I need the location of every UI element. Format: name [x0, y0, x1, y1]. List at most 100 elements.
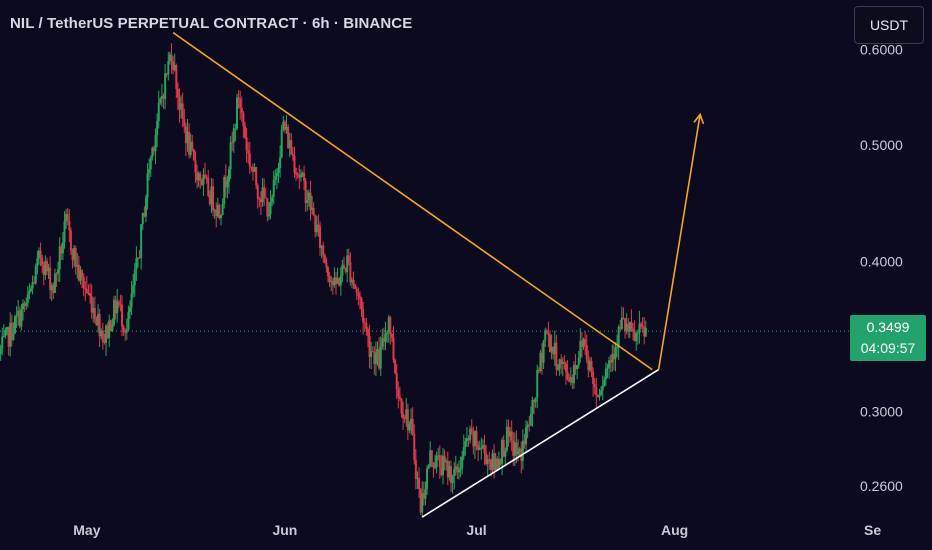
candle-body — [61, 242, 64, 254]
candle-body — [584, 339, 587, 345]
candle-body — [362, 309, 365, 323]
candle-body — [261, 187, 264, 203]
candle-body — [235, 97, 238, 129]
candle-body — [320, 245, 323, 249]
candle-body — [65, 213, 68, 222]
candle-body — [609, 360, 612, 363]
candle-body — [180, 103, 183, 110]
candle-body — [315, 224, 318, 233]
candle-body — [529, 413, 532, 426]
x-axis: May Jun Jul Aug Se — [73, 522, 881, 538]
candle-body — [178, 97, 181, 110]
candle-body — [82, 276, 85, 289]
candle-body — [572, 365, 575, 384]
candle-body — [76, 264, 79, 267]
candle-body — [4, 330, 7, 337]
candle-body — [101, 330, 104, 342]
candle-body — [25, 302, 28, 306]
candle-body — [352, 280, 355, 285]
candle-body — [85, 288, 88, 293]
candle-body — [275, 172, 278, 176]
candle-body — [31, 282, 34, 289]
candle-body — [349, 262, 352, 283]
candles-layer — [0, 43, 647, 518]
candle-body — [585, 344, 588, 360]
candle-body — [121, 304, 124, 327]
candle-body — [288, 140, 291, 149]
candle-body — [432, 462, 435, 468]
candle-body — [510, 431, 513, 441]
candle-body — [280, 129, 283, 158]
candle-body — [119, 304, 122, 306]
candle-body — [41, 257, 44, 266]
candle-body — [389, 317, 392, 334]
candle-body — [10, 322, 13, 340]
candle-body — [553, 342, 556, 355]
candle-body — [307, 192, 310, 201]
candle-body — [154, 135, 157, 152]
candle-body — [34, 266, 37, 284]
candle-body — [1, 336, 4, 349]
candle-body — [218, 204, 221, 219]
candle-body — [170, 54, 173, 62]
candle-body — [402, 413, 405, 419]
candle-body — [282, 121, 285, 130]
candle-body — [344, 268, 347, 272]
candle-body — [124, 331, 127, 333]
candle-body — [333, 277, 336, 286]
candle-body — [418, 478, 421, 489]
candle-body — [366, 328, 369, 337]
candle-body — [590, 361, 593, 372]
candle-body — [513, 442, 516, 456]
candle-body — [632, 328, 635, 331]
candle-body — [327, 267, 330, 277]
candle-body — [560, 359, 563, 364]
candle-body — [189, 141, 192, 156]
candle-body — [9, 322, 12, 347]
candle-body — [552, 346, 555, 355]
candle-body — [363, 322, 366, 324]
candle-body — [215, 210, 218, 217]
candle-body — [293, 156, 296, 173]
candle-body — [598, 395, 601, 397]
candle-body — [454, 466, 457, 470]
candle-body — [386, 332, 389, 335]
candle-body — [411, 418, 414, 434]
candle-body — [322, 245, 325, 256]
candle-body — [464, 440, 467, 448]
candle-body — [113, 299, 116, 325]
candle-body — [149, 156, 152, 170]
candle-body — [15, 315, 18, 317]
candle-body — [421, 493, 424, 513]
candle-body — [569, 377, 572, 382]
candle-body — [223, 177, 226, 205]
candle-body — [127, 312, 130, 330]
candle-body — [549, 334, 552, 353]
candle-body — [138, 257, 141, 259]
candle-body — [400, 398, 403, 414]
candle-body — [445, 460, 448, 463]
candle-body — [304, 181, 307, 204]
candle-body — [438, 455, 441, 468]
candle-body — [226, 181, 229, 188]
candle-body — [205, 176, 208, 178]
candle-body — [434, 466, 437, 468]
candle-body — [255, 166, 258, 186]
candle-body — [194, 160, 197, 173]
candle-body — [212, 186, 215, 211]
candle-body — [499, 458, 502, 464]
currency-button[interactable]: USDT — [854, 6, 924, 44]
candle-body — [588, 361, 591, 371]
candle-body — [323, 255, 326, 264]
resistance-trendline — [172, 31, 653, 371]
candle-body — [135, 258, 138, 270]
candle-body — [50, 285, 53, 291]
candle-body — [207, 177, 210, 196]
candle-body — [496, 458, 499, 469]
candle-body — [84, 288, 87, 290]
candle-body — [395, 372, 398, 390]
candle-body — [339, 275, 342, 286]
y-tick-label: 0.4000 — [860, 253, 903, 269]
candle-body — [274, 175, 277, 181]
